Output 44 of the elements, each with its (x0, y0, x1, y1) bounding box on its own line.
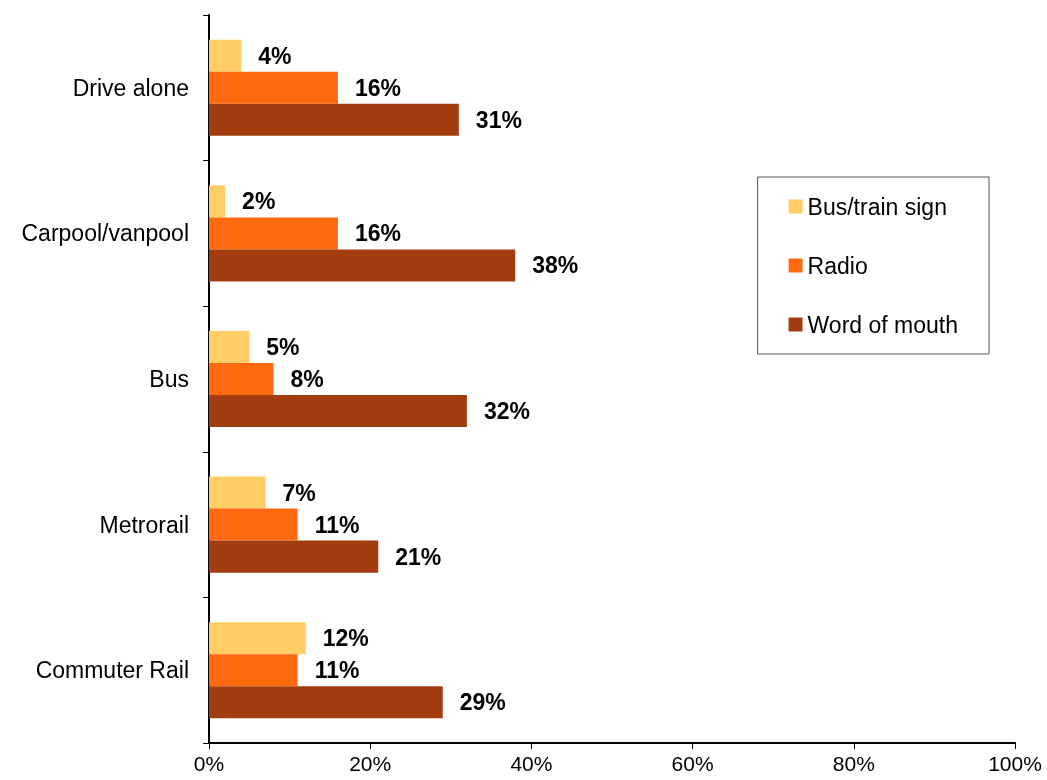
bar (209, 249, 516, 282)
data-label: 31% (475, 106, 522, 133)
data-label: 21% (395, 543, 442, 570)
bar (209, 185, 226, 218)
bar (209, 395, 467, 428)
bar (209, 686, 443, 719)
x-tick-label: 0% (193, 752, 225, 775)
x-tick-label: 60% (671, 752, 714, 775)
bar (209, 103, 459, 136)
bar (209, 71, 338, 104)
x-tick-label: 40% (510, 752, 553, 775)
y-tick-label: Drive alone (72, 74, 189, 101)
data-label: 38% (532, 252, 579, 279)
bar (209, 476, 266, 509)
bar (209, 330, 250, 363)
data-label: 16% (354, 220, 402, 247)
data-label: 5% (266, 333, 300, 360)
y-tick-label: Commuter Rail (35, 657, 189, 684)
x-tick-label: 20% (349, 752, 392, 775)
y-tick-label: Metrorail (99, 511, 189, 538)
legend-label: Bus/train sign (807, 193, 947, 220)
bar (209, 39, 242, 72)
bar (209, 362, 274, 396)
data-label: 11% (314, 657, 360, 684)
data-label: 29% (459, 689, 506, 716)
x-tick-label: 80% (832, 752, 875, 775)
data-label: 8% (290, 366, 324, 392)
data-label: 11% (314, 511, 360, 538)
x-tick-label: 100% (988, 752, 1042, 775)
bar (209, 654, 298, 687)
data-label: 4% (258, 42, 292, 69)
bar (209, 508, 298, 541)
y-tick-label: Bus (149, 366, 189, 392)
data-label: 16% (354, 74, 402, 101)
bar (209, 540, 379, 573)
y-tick-label: Carpool/vanpool (21, 220, 189, 247)
data-label: 12% (322, 625, 369, 652)
bar (209, 217, 338, 250)
data-label: 2% (242, 188, 276, 215)
bar (209, 622, 306, 655)
legend-label: Radio (807, 252, 868, 279)
data-label: 7% (282, 479, 316, 506)
data-label: 32% (483, 398, 530, 425)
legend-label: Word of mouth (807, 311, 958, 338)
